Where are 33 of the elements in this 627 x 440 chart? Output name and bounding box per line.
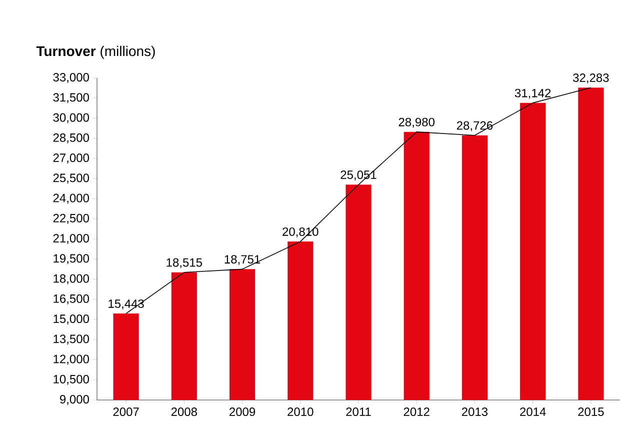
x-tick-label: 2013 [462, 408, 488, 416]
data-label: 18,515 [166, 258, 202, 268]
y-tick-label: 31,500 [53, 93, 89, 104]
chart-title: Turnover (millions) [36, 46, 155, 59]
data-label: 31,142 [514, 88, 551, 99]
y-tick-label: 30,000 [53, 113, 89, 124]
y-tick-label: 10,500 [54, 374, 89, 385]
x-tick-label: 2012 [404, 408, 430, 416]
y-tick-label: 27,000 [53, 154, 89, 164]
x-tick-label: 2010 [288, 408, 314, 416]
y-tick-label: 25,500 [53, 174, 89, 184]
y-tick-label: 13,500 [54, 334, 89, 345]
y-tick-label: 28,500 [53, 133, 89, 144]
x-tick-label: 2014 [520, 408, 546, 416]
y-tick-label: 33,000 [53, 73, 89, 83]
y-tick-label: 21,000 [53, 234, 89, 244]
x-tick-label: 2008 [171, 408, 197, 416]
y-tick-label: 9,000 [60, 395, 89, 405]
y-tick-label: 24,000 [53, 194, 89, 204]
data-label: 28,980 [398, 118, 434, 128]
data-label: 32,283 [573, 74, 609, 84]
y-tick-label: 19,500 [54, 254, 89, 264]
x-tick-label: 2011 [346, 408, 371, 416]
y-tick-label: 15,000 [54, 314, 89, 324]
data-label: 28,726 [456, 121, 493, 132]
y-tick-label: 16,500 [54, 294, 89, 304]
x-tick-label: 2009 [230, 408, 256, 416]
y-tick-label: 18,000 [54, 274, 89, 284]
y-tick-label: 12,000 [54, 354, 89, 365]
x-tick-label: 2007 [113, 408, 139, 416]
x-tick-label: 2015 [578, 408, 604, 416]
y-tick-label: 22,500 [53, 214, 89, 224]
data-label: 18,751 [224, 255, 260, 265]
